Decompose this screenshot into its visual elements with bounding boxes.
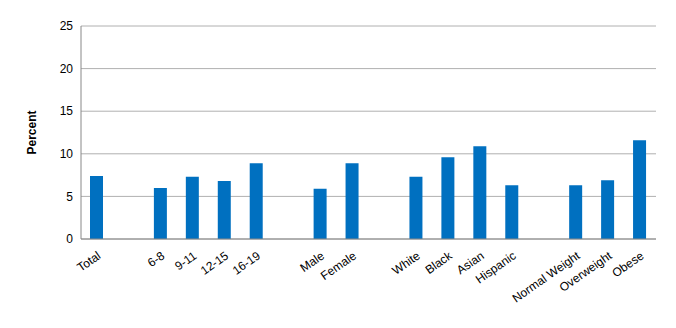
svg-text:25: 25 xyxy=(60,19,74,33)
svg-text:Total: Total xyxy=(74,249,103,275)
svg-text:Black: Black xyxy=(423,248,456,277)
svg-text:Normal Weight: Normal Weight xyxy=(509,248,583,306)
svg-text:20: 20 xyxy=(60,62,74,76)
svg-text:9-11: 9-11 xyxy=(172,248,199,273)
svg-text:Male: Male xyxy=(297,248,327,275)
svg-text:6-8: 6-8 xyxy=(145,248,168,270)
svg-text:12-15: 12-15 xyxy=(198,248,231,277)
svg-text:White: White xyxy=(390,248,423,277)
svg-text:15: 15 xyxy=(60,104,74,118)
svg-text:Hispanic: Hispanic xyxy=(473,249,519,287)
svg-text:Obese: Obese xyxy=(609,248,646,280)
svg-text:Overweight: Overweight xyxy=(557,248,615,295)
svg-text:Asian: Asian xyxy=(454,248,487,278)
svg-text:Female: Female xyxy=(318,248,359,283)
svg-text:0: 0 xyxy=(66,232,73,246)
svg-text:10: 10 xyxy=(60,147,74,161)
svg-text:Percent: Percent xyxy=(25,110,39,154)
svg-text:16-19: 16-19 xyxy=(230,248,263,277)
svg-text:5: 5 xyxy=(66,190,73,204)
